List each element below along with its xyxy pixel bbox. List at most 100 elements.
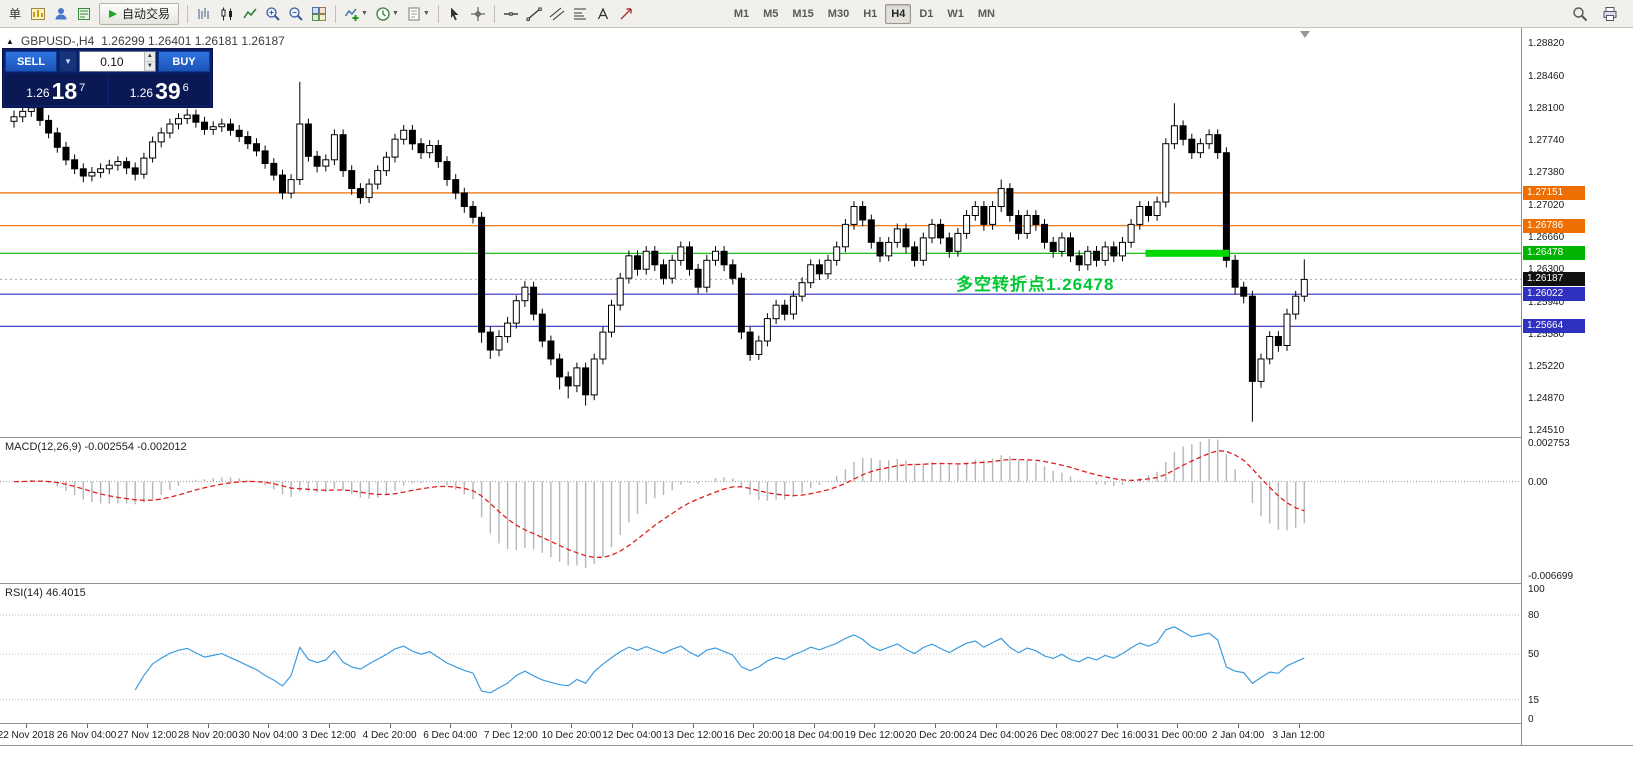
price-axis-label: 1.26300 bbox=[1528, 264, 1565, 276]
buy-price-prefix: 1.26 bbox=[129, 86, 154, 100]
price-axis-label: 1.24510 bbox=[1528, 424, 1565, 436]
date-axis-label: 18 Dec 04:00 bbox=[784, 730, 844, 741]
date-axis-label: 7 Dec 12:00 bbox=[483, 730, 538, 741]
template-icon bbox=[408, 7, 420, 20]
price-axis-label: 1.25580 bbox=[1528, 328, 1565, 340]
channel-tool-button[interactable] bbox=[546, 3, 568, 25]
spinner-down-icon[interactable]: ▼ bbox=[144, 61, 155, 71]
crosshair-icon bbox=[470, 6, 485, 21]
new-order-label: 单 bbox=[8, 7, 21, 21]
tf-h1[interactable]: H1 bbox=[863, 7, 878, 20]
date-axis-label: 24 Dec 04:00 bbox=[965, 730, 1026, 741]
tf-m5[interactable]: M5 bbox=[763, 7, 779, 20]
fibonacci-tool-button[interactable] bbox=[569, 3, 591, 25]
date-axis-tick bbox=[207, 724, 209, 728]
date-axis-tick bbox=[995, 724, 997, 728]
new-order-button[interactable]: 单 bbox=[4, 3, 26, 25]
text-tool-button[interactable] bbox=[592, 3, 614, 25]
volume-dropdown-button[interactable]: ▼ bbox=[59, 51, 77, 72]
rsi-panel-canvas[interactable]: RSI(14) 46.4015 bbox=[0, 584, 1521, 723]
price-axis-label: 1.28460 bbox=[1528, 70, 1565, 82]
date-axis[interactable]: 22 Nov 2018 26 Nov 04:00 27 Nov 12:00 28 No… bbox=[0, 724, 1521, 745]
price-axis-label: 1.27020 bbox=[1528, 199, 1565, 211]
date-axis-label: 3 Dec 12:00 bbox=[302, 730, 356, 741]
tf-w1[interactable]: W1 bbox=[947, 7, 964, 20]
timeframe-group: M1 M5 M15 M30 H1 H4 D1 W1 MN bbox=[728, 3, 1001, 24]
date-axis-label: 4 Dec 20:00 bbox=[362, 730, 417, 741]
search-button[interactable] bbox=[1569, 3, 1591, 25]
price-axis[interactable]: 1.28820 1.28460 1.28100 1.27740 1.27380 1.270… bbox=[1521, 28, 1633, 745]
date-axis-tick bbox=[813, 724, 815, 728]
date-axis-tick bbox=[1116, 724, 1118, 728]
bar-chart-button[interactable] bbox=[193, 3, 215, 25]
play-icon bbox=[109, 9, 117, 18]
symbol-name: GBPUSD-,H4 bbox=[20, 34, 95, 48]
volume-input[interactable] bbox=[80, 52, 144, 71]
auto-trading-button[interactable]: 自动交易 bbox=[99, 2, 180, 25]
buy-price-big: 39 bbox=[155, 78, 181, 104]
rsi-axis-label: 100 bbox=[1528, 584, 1545, 595]
price-axis-label: 1.28100 bbox=[1528, 102, 1565, 114]
date-axis-tick bbox=[86, 724, 88, 728]
rsi-axis-label: 0 bbox=[1528, 714, 1534, 725]
indicators-button[interactable]: ▼ bbox=[341, 3, 371, 25]
line-chart-button[interactable] bbox=[239, 3, 261, 25]
market-watch-button[interactable] bbox=[73, 3, 95, 25]
new-chart-button[interactable] bbox=[27, 3, 49, 25]
price-axis-label: 1.27740 bbox=[1528, 135, 1565, 147]
panel-divider bbox=[0, 723, 1633, 724]
toolbar-separator bbox=[335, 4, 337, 23]
macd-axis-label: -0.006699 bbox=[1528, 570, 1574, 582]
price-chart-canvas[interactable]: ▲ GBPUSD-,H4 1.26299 1.26401 1.26181 1.2… bbox=[0, 28, 1521, 437]
sell-price-big: 18 bbox=[51, 78, 78, 104]
tile-windows-button[interactable] bbox=[308, 3, 330, 25]
tf-mn[interactable]: MN bbox=[977, 7, 995, 20]
price-axis-label: 1.28820 bbox=[1528, 38, 1565, 50]
symbol-marker-icon: ▲ bbox=[6, 36, 14, 46]
sell-button[interactable]: SELL bbox=[5, 51, 57, 72]
zoom-in-button[interactable] bbox=[262, 3, 284, 25]
crosshair-tool-button[interactable] bbox=[467, 3, 489, 25]
search-icon bbox=[1573, 6, 1588, 21]
tf-h4[interactable]: H4 bbox=[885, 3, 912, 24]
tf-m1[interactable]: M1 bbox=[733, 7, 750, 20]
print-button[interactable] bbox=[1599, 3, 1621, 25]
horizontal-line-tool-button[interactable] bbox=[500, 3, 522, 25]
tf-d1[interactable]: D1 bbox=[919, 7, 934, 20]
price-level-badge: 1.25664 bbox=[1523, 319, 1585, 334]
toolbar-right-icons bbox=[1569, 3, 1629, 25]
panel-divider bbox=[0, 583, 1633, 584]
date-axis-tick bbox=[632, 724, 633, 728]
buy-button[interactable]: BUY bbox=[158, 51, 210, 72]
tf-m30[interactable]: M30 bbox=[827, 7, 850, 20]
tf-m15[interactable]: M15 bbox=[792, 7, 814, 20]
date-axis-label: 27 Dec 16:00 bbox=[1087, 730, 1147, 741]
candlestick-chart-button[interactable] bbox=[216, 3, 238, 25]
macd-panel-canvas[interactable]: MACD(12,26,9) -0.002554 -0.002012 bbox=[0, 438, 1521, 583]
periods-button[interactable]: ▼ bbox=[372, 3, 402, 25]
toolbar-separator bbox=[187, 4, 189, 23]
date-axis-label: 10 Dec 20:00 bbox=[541, 730, 602, 741]
date-axis-tick bbox=[1238, 724, 1239, 728]
zoom-out-button[interactable] bbox=[285, 3, 307, 25]
profiles-button[interactable] bbox=[50, 3, 72, 25]
date-axis-label: 26 Dec 08:00 bbox=[1026, 730, 1086, 741]
toolbar-separator bbox=[493, 4, 495, 23]
templates-button[interactable]: ▼ bbox=[403, 3, 433, 25]
chevron-down-icon: ▼ bbox=[361, 10, 368, 17]
zoom-in-icon bbox=[266, 6, 280, 21]
trendline-tool-button[interactable] bbox=[523, 3, 545, 25]
trendline-icon bbox=[526, 7, 542, 21]
indicators-icon bbox=[344, 8, 359, 21]
rsi-axis-label: 80 bbox=[1528, 610, 1540, 621]
cursor-tool-button[interactable] bbox=[444, 3, 466, 25]
date-axis-label: 27 Nov 12:00 bbox=[117, 730, 177, 741]
zoom-out-icon bbox=[289, 6, 303, 21]
arrow-objects-button[interactable] bbox=[615, 3, 637, 25]
price-level-badge: 1.26478 bbox=[1523, 246, 1585, 261]
pivot-annotation: 多空转折点1.26478 bbox=[956, 275, 1115, 294]
spinner-up-icon[interactable]: ▲ bbox=[144, 52, 155, 62]
chevron-down-icon: ▼ bbox=[422, 10, 430, 17]
chevron-down-icon: ▼ bbox=[391, 10, 399, 17]
date-axis-label: 26 Nov 04:00 bbox=[56, 730, 117, 741]
